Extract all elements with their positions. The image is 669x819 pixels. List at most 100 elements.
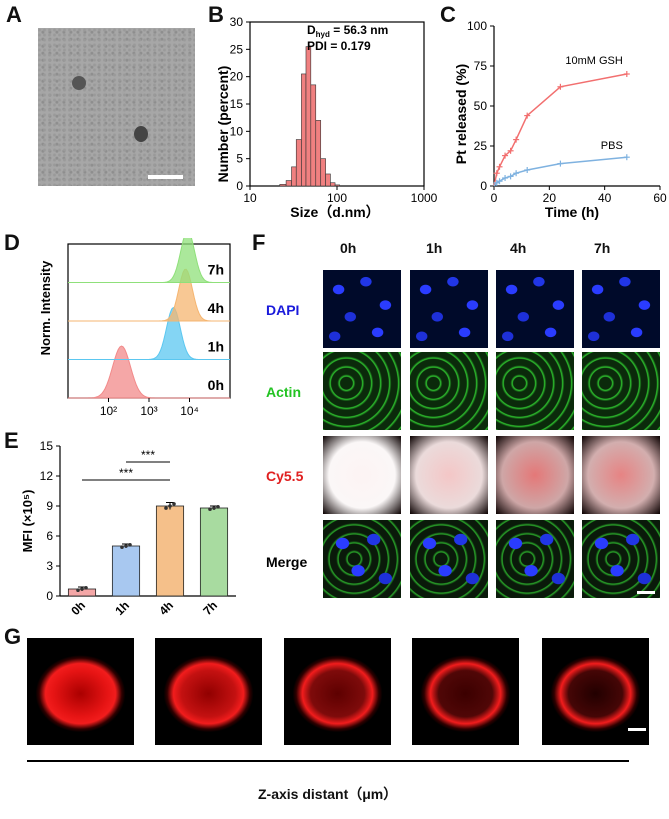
histogram-bar	[315, 120, 322, 187]
mfi-bar	[155, 505, 185, 597]
nanoparticle	[134, 126, 148, 142]
significance-label: ***	[119, 466, 133, 480]
scale-bar	[148, 175, 183, 179]
y-tick-label: 20	[230, 70, 244, 84]
y-tick-label: 75	[474, 59, 488, 73]
y-tick-label: 12	[40, 469, 54, 483]
histogram-bar	[325, 173, 331, 187]
x-tick-label: 100	[327, 191, 347, 205]
y-tick-label: 9	[46, 499, 53, 513]
cy55-image	[582, 436, 660, 514]
panel-label-d: D	[4, 230, 20, 255]
merge-image	[582, 520, 660, 598]
dhyd-annotation: Dhyd = 56.3 nm	[307, 23, 388, 39]
histogram-curve	[68, 268, 230, 322]
mfi-bar	[111, 545, 141, 597]
y-tick-label: 5	[236, 152, 243, 166]
row-label-actin: Actin	[266, 384, 301, 400]
cy55-image	[323, 436, 401, 514]
column-label: 7h	[594, 240, 611, 256]
spheroid-image	[27, 638, 134, 745]
y-tick-label: 15	[230, 97, 244, 111]
actin-image	[582, 352, 660, 430]
column-label: 4h	[510, 240, 527, 256]
replicate-point	[216, 505, 220, 509]
x-tick-label: 10²	[100, 404, 117, 418]
panel-label-b: B	[208, 2, 224, 27]
y-tick-label: 25	[230, 42, 244, 56]
histogram-bar	[320, 158, 326, 187]
y-tick-label: 0	[480, 179, 487, 193]
x-axis-label: Size（d.nm）	[290, 204, 379, 220]
actin-image	[323, 352, 401, 430]
y-tick-label: 30	[230, 15, 244, 29]
row-label-merge: Merge	[266, 554, 308, 570]
series-label: 10mM GSH	[565, 55, 623, 67]
spheroid-image	[155, 638, 262, 745]
histogram-bar	[330, 182, 336, 187]
y-tick-label: 100	[467, 19, 487, 33]
actin-image	[410, 352, 488, 430]
replicate-point	[172, 502, 176, 506]
replicate-point	[208, 507, 212, 511]
lane-label: 1h	[208, 339, 224, 355]
x-tick-label: 1000	[411, 191, 437, 205]
y-axis-label: Number (percent)	[215, 66, 231, 183]
pdi-annotation: PDI = 0.179	[307, 39, 371, 53]
significance-label: ***	[141, 448, 155, 462]
replicate-point	[76, 588, 80, 592]
release-curve-chart: 0 25 50 75 100 0 20 40 60 10mM GSH PBS Pt release…	[453, 19, 667, 220]
scale-bar	[637, 591, 655, 594]
row-label-cy55: Cy5.5	[266, 468, 304, 484]
histogram-curve	[68, 306, 230, 360]
replicate-point	[84, 586, 88, 590]
actin-image	[496, 352, 574, 430]
histogram-bar	[301, 73, 307, 187]
x-tick-label: 10⁴	[180, 404, 199, 418]
panel-label-c: C	[440, 2, 456, 27]
flow-histogram-chart: 0h 1h 4h 7h 10² 10³ 10⁴ Norm. Intensity	[38, 238, 231, 418]
y-tick-label: 15	[40, 439, 54, 453]
replicate-point	[128, 543, 132, 547]
merge-image	[323, 520, 401, 598]
column-label: 1h	[426, 240, 443, 256]
x-tick-label: 0	[491, 191, 498, 205]
scale-bar	[628, 728, 646, 731]
y-axis-label: Pt released (%)	[453, 64, 469, 164]
y-tick-label: 25	[474, 139, 488, 153]
spheroid-image	[542, 638, 649, 745]
series-line	[493, 73, 627, 187]
y-axis-label: MFI (×10⁵)	[20, 490, 35, 553]
y-tick-label: 6	[46, 529, 53, 543]
histogram-bar	[334, 184, 340, 187]
replicate-point	[80, 587, 84, 591]
tem-image	[38, 28, 195, 186]
histogram-bar	[310, 84, 317, 187]
y-tick-label: 50	[474, 99, 488, 113]
x-tick-label: 0h	[68, 598, 88, 618]
dapi-image	[582, 270, 660, 348]
y-axis-label: Norm. Intensity	[38, 260, 53, 355]
y-tick-label: 0	[236, 179, 243, 193]
replicate-point	[164, 506, 168, 510]
x-tick-label: 10³	[140, 404, 157, 418]
lane-label: 7h	[208, 262, 224, 278]
panel-label-g: G	[4, 624, 22, 649]
replicate-point	[124, 544, 128, 548]
histogram-bar	[291, 166, 297, 187]
cy55-image	[496, 436, 574, 514]
histogram-curve	[68, 345, 230, 399]
dapi-image	[410, 270, 488, 348]
x-tick-label: 1h	[112, 598, 132, 618]
histogram-bar	[285, 180, 292, 187]
mfi-bar	[199, 507, 229, 597]
mfi-bar-chart: 0 3 6 9 12 15 0h 1h 4h 7h *** *** MFI (×10⁵)	[20, 439, 236, 618]
x-tick-label: 4h	[156, 598, 176, 618]
x-tick-label: 20	[543, 191, 557, 205]
nanoparticle	[72, 76, 86, 90]
histogram-curve	[68, 238, 230, 283]
lane-label: 0h	[208, 377, 224, 393]
column-label: 0h	[340, 240, 357, 256]
panel-label-e: E	[4, 428, 19, 453]
y-tick-label: 0	[46, 589, 53, 603]
